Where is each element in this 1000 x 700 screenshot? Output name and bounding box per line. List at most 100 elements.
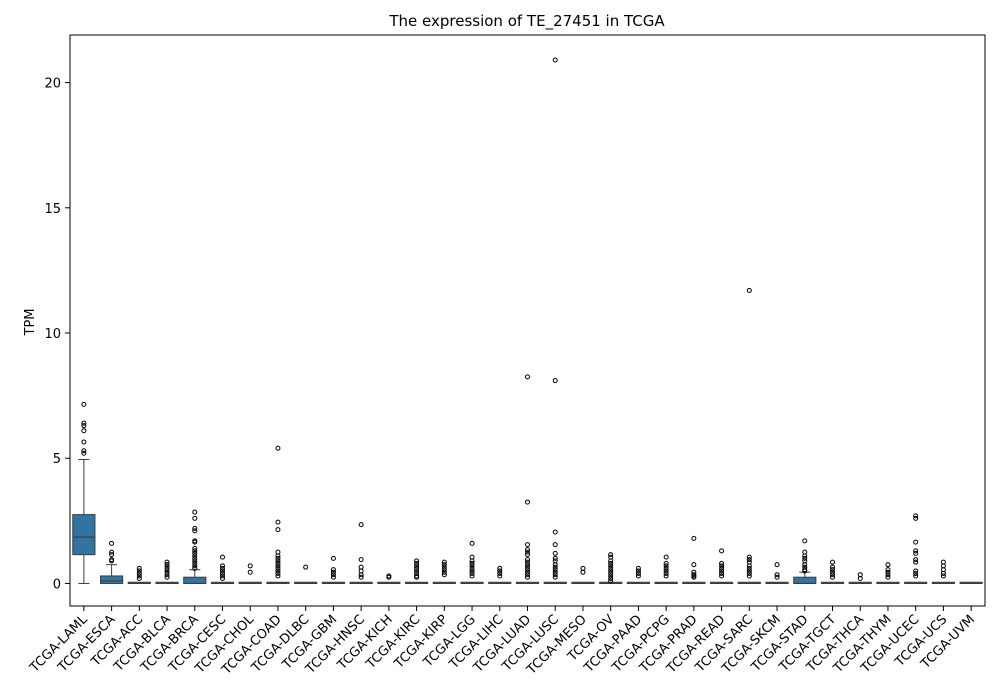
outlier-point bbox=[830, 569, 835, 575]
outlier-point bbox=[275, 573, 281, 579]
outlier-point bbox=[497, 570, 503, 576]
outlier-point bbox=[608, 558, 614, 564]
outlier-point bbox=[136, 573, 142, 579]
outlier-point bbox=[330, 567, 336, 573]
outlier-point bbox=[608, 560, 614, 566]
plot-frame bbox=[69, 34, 986, 607]
outlier-point bbox=[552, 569, 558, 575]
outlier-point bbox=[192, 550, 198, 556]
outlier-point bbox=[691, 562, 697, 568]
outlier-point bbox=[109, 549, 115, 555]
outlier-point bbox=[608, 573, 614, 579]
outlier-point bbox=[330, 572, 336, 578]
outlier-point bbox=[358, 557, 364, 563]
outlier-point bbox=[913, 513, 919, 519]
outlier-point bbox=[275, 558, 281, 564]
outlier-point bbox=[830, 567, 835, 573]
outlier-point bbox=[220, 573, 225, 579]
outlier-point bbox=[663, 568, 669, 574]
chart-title: The expression of TE_27451 in TCGA bbox=[388, 12, 665, 31]
outlier-point bbox=[441, 564, 447, 570]
outlier-point bbox=[525, 549, 530, 555]
outlier-point bbox=[220, 563, 225, 569]
outlier-point bbox=[885, 574, 891, 580]
y-tick-label: 15 bbox=[44, 202, 61, 217]
outlier-point bbox=[830, 564, 835, 570]
outlier-point bbox=[913, 568, 919, 574]
outlier-point bbox=[192, 539, 198, 545]
outlier-point bbox=[192, 563, 198, 569]
outlier-point bbox=[635, 568, 641, 574]
outlier-point bbox=[525, 552, 530, 558]
outlier-point bbox=[746, 563, 752, 569]
outlier-point bbox=[802, 568, 808, 574]
outlier-point bbox=[635, 570, 641, 576]
outlier-point bbox=[774, 574, 780, 580]
outlier-point bbox=[441, 562, 447, 568]
outlier-point bbox=[940, 570, 946, 576]
outlier-point bbox=[525, 559, 530, 565]
outlier-point bbox=[913, 570, 919, 576]
outlier-point bbox=[414, 574, 420, 580]
outlier-point bbox=[220, 565, 225, 571]
outlier-point bbox=[719, 548, 725, 554]
outlier-point bbox=[663, 554, 669, 560]
outlier-point bbox=[330, 574, 336, 580]
outlier-point bbox=[525, 499, 530, 505]
outlier-point bbox=[691, 535, 697, 541]
outlier-point bbox=[441, 559, 447, 565]
outlier-point bbox=[330, 569, 336, 575]
outlier-point bbox=[136, 570, 142, 576]
outlier-point bbox=[525, 569, 530, 575]
outlier-point bbox=[719, 568, 725, 574]
box-tcga-laml bbox=[72, 514, 96, 556]
outlier-point bbox=[525, 547, 530, 553]
outlier-point bbox=[414, 568, 420, 574]
outlier-point bbox=[109, 558, 115, 564]
outlier-point bbox=[913, 548, 919, 554]
outlier-point bbox=[247, 563, 253, 569]
outlier-point bbox=[192, 528, 198, 534]
outlier-point bbox=[525, 574, 530, 580]
outlier-point bbox=[386, 574, 392, 580]
outlier-point bbox=[552, 555, 558, 561]
outlier-point bbox=[81, 423, 87, 429]
outlier-point bbox=[719, 560, 725, 566]
y-tick-label: 20 bbox=[44, 77, 61, 92]
outlier-point bbox=[802, 562, 808, 568]
outlier-point bbox=[635, 565, 641, 571]
outlier-point bbox=[497, 565, 503, 571]
outlier-point bbox=[746, 568, 752, 574]
outlier-point bbox=[885, 567, 891, 573]
outlier-point bbox=[136, 568, 142, 574]
outlier-point bbox=[469, 558, 475, 564]
outlier-point bbox=[802, 553, 808, 559]
outlier-point bbox=[525, 567, 530, 573]
outlier-point bbox=[608, 552, 614, 558]
outlier-point bbox=[497, 568, 503, 574]
outlier-point bbox=[164, 567, 170, 573]
outlier-point bbox=[719, 565, 725, 571]
outlier-point bbox=[414, 565, 420, 571]
outlier-point bbox=[830, 572, 835, 578]
outlier-point bbox=[275, 560, 281, 566]
outlier-point bbox=[192, 560, 198, 566]
outlier-point bbox=[81, 428, 87, 434]
outlier-point bbox=[358, 572, 364, 578]
outlier-point bbox=[913, 550, 919, 556]
outlier-point bbox=[136, 575, 142, 581]
outlier-point bbox=[746, 570, 752, 576]
outlier-point bbox=[552, 542, 558, 548]
outlier-point bbox=[275, 553, 281, 559]
outlier-point bbox=[192, 558, 198, 564]
outlier-point bbox=[663, 570, 669, 576]
outlier-point bbox=[913, 515, 919, 521]
outlier-point bbox=[608, 578, 614, 584]
y-tick-label: 5 bbox=[53, 452, 61, 467]
outlier-point bbox=[802, 555, 808, 561]
outlier-point bbox=[164, 559, 170, 565]
outlier-point bbox=[275, 445, 281, 451]
outlier-point bbox=[192, 555, 198, 561]
